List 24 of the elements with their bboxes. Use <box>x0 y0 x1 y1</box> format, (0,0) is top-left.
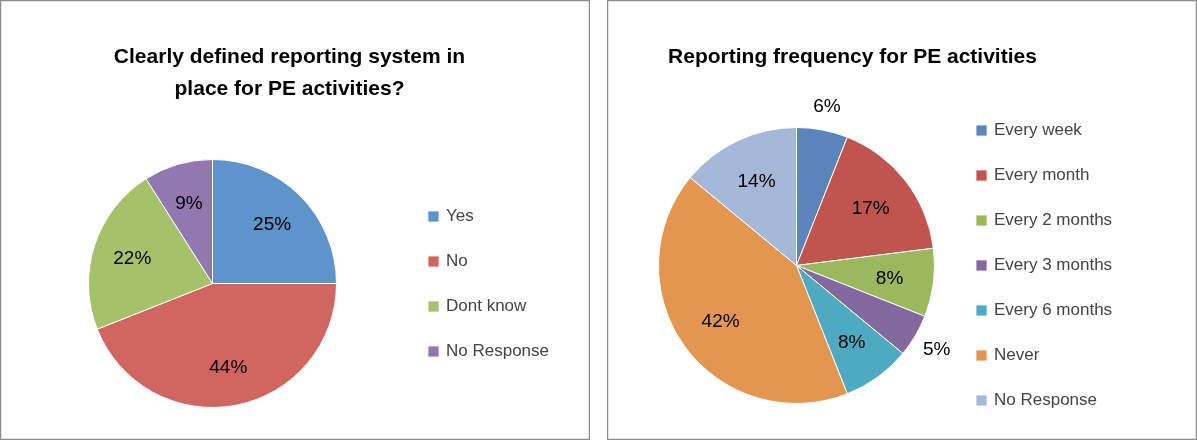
legend-label: Every 3 months <box>994 255 1113 275</box>
legend-label: Every week <box>994 120 1082 140</box>
data-label: 8% <box>875 266 904 288</box>
data-label: 9% <box>175 192 203 214</box>
legend-label: No <box>446 250 468 271</box>
legend-label: No Response <box>994 390 1098 410</box>
data-label: 44% <box>209 355 248 377</box>
legend-label: Dont know <box>446 295 527 316</box>
data-label: 8% <box>837 330 866 352</box>
legend-label: Every 2 months <box>994 210 1113 230</box>
chart-title: Reporting frequency for PE activities <box>668 44 1037 67</box>
data-label: 25% <box>253 213 292 235</box>
legend-label: No Response <box>446 340 550 361</box>
data-label: 22% <box>113 246 152 268</box>
data-label: 14% <box>737 170 776 192</box>
legend-label: Every month <box>994 165 1090 185</box>
legend-label: Never <box>994 345 1040 365</box>
data-label: 5% <box>922 337 951 359</box>
data-label: 17% <box>851 197 890 219</box>
legend-label: Yes <box>446 205 474 226</box>
legend-label: Every 6 months <box>994 300 1113 320</box>
data-label: 42% <box>701 310 740 332</box>
chart-title: Clearly defined reporting system in place for PE activities? <box>113 44 466 99</box>
data-label: 6% <box>813 95 841 117</box>
